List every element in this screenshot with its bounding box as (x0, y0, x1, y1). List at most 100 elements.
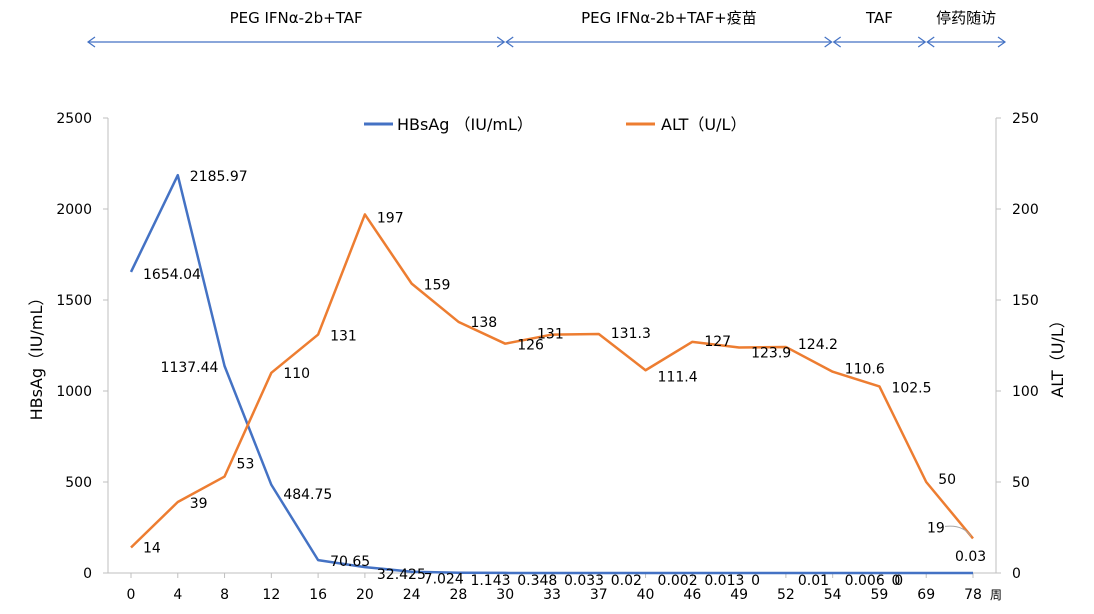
x-tick-label: 69 (917, 587, 935, 603)
phase-arrow (505, 36, 833, 48)
y-right-tick-label: 0 (1012, 566, 1021, 582)
x-tick-label: 33 (543, 587, 561, 603)
phase-label: 停药随访 (936, 9, 996, 27)
phase-arrow-head-left (832, 36, 842, 48)
data-label-alt: 127 (704, 334, 731, 350)
axes (103, 117, 1001, 578)
x-tick-label: 46 (683, 587, 701, 603)
phase-label: PEG IFNα-2b+TAF+疫苗 (581, 9, 757, 27)
phase-label: PEG IFNα-2b+TAF (230, 9, 363, 27)
x-tick-label: 78 (964, 587, 982, 603)
phase-arrow-head-left (86, 36, 96, 48)
data-label-hbsag: 1137.44 (161, 360, 219, 376)
data-label-alt: 53 (237, 457, 255, 473)
data-label-alt: 138 (470, 315, 497, 331)
data-label-alt: 110 (283, 366, 310, 382)
series (129, 173, 974, 575)
x-tick-label: 0 (127, 587, 136, 603)
data-label-hbsag: 0.348 (517, 573, 557, 589)
data-label-hbsag: 484.75 (283, 487, 332, 503)
data-label-hbsag: 0 (891, 573, 900, 589)
x-axis-unit-label: 周 (990, 588, 1002, 602)
x-tick-label: 8 (220, 587, 229, 603)
data-label-alt: 123.9 (751, 346, 791, 362)
y-axis-right-title: ALT（U/L） (1048, 312, 1067, 397)
data-label-alt: 19 (927, 520, 945, 536)
data-label-alt: 102.5 (891, 380, 931, 396)
phase-arrow (926, 36, 1007, 48)
data-label-hbsag: 1654.04 (143, 267, 201, 283)
x-tick-label: 28 (450, 587, 468, 603)
data-label-alt: 124.2 (798, 337, 838, 353)
phase-arrow-head-left (505, 36, 514, 48)
data-label-hbsag: 0 (751, 573, 760, 589)
x-tick-label: 16 (309, 587, 327, 603)
data-label-alt: 110.6 (845, 362, 885, 378)
phase-arrow-head-right (496, 36, 506, 48)
x-tick-label: 52 (777, 587, 795, 603)
y-left-tick-label: 1000 (56, 384, 92, 400)
data-label-alt: 126 (517, 338, 544, 354)
data-label-alt: 14 (143, 541, 161, 557)
data-label-alt: 197 (377, 210, 404, 226)
data-label-alt: 131 (537, 327, 564, 343)
x-tick-label: 12 (262, 587, 280, 603)
phase-timeline: PEG IFNα-2b+TAF PEG IFNα-2b+TAF+疫苗 TAF 停药随访 (86, 9, 1007, 48)
data-label-alt: 39 (190, 496, 208, 512)
data-label-hbsag: 0.033 (564, 573, 604, 589)
series-line-alt (130, 213, 974, 549)
phase-arrow (832, 36, 927, 48)
data-label-alt: 131.3 (611, 326, 651, 342)
phase-arrow (86, 36, 506, 48)
y-left-tick-label: 2500 (56, 111, 92, 127)
data-label-alt: 111.4 (658, 369, 698, 385)
data-label-alt: 131 (330, 329, 357, 345)
phase-label: TAF (865, 9, 893, 27)
x-tick-label: 49 (730, 587, 748, 603)
phase-arrow-head-right (997, 36, 1007, 48)
data-label-hbsag: 0.01 (798, 573, 829, 589)
y-right-tick-label: 100 (1012, 384, 1039, 400)
y-right-tick-label: 200 (1012, 202, 1039, 218)
x-tick-label: 20 (356, 587, 374, 603)
data-label-alt: 50 (938, 472, 956, 488)
data-label-hbsag: 0.03 (955, 549, 986, 565)
data-label-hbsag: 0.002 (658, 573, 698, 589)
data-label-hbsag: 7.024 (424, 572, 464, 588)
legend-label-hbsag: HBsAg （IU/mL） (397, 115, 533, 134)
y-right-tick-label: 150 (1012, 293, 1039, 309)
x-tick-label: 59 (871, 587, 889, 603)
y-right-tick-label: 50 (1012, 475, 1030, 491)
data-label-hbsag: 0 (894, 573, 903, 589)
data-label-hbsag: 70.65 (330, 554, 370, 570)
x-tick-label: 4 (173, 587, 182, 603)
y-axis-left-title: HBsAg（IU/mL） (27, 290, 46, 421)
data-label-leader-line (944, 525, 972, 537)
x-tick-label: 24 (403, 587, 421, 603)
y-left-tick-label: 1500 (56, 293, 92, 309)
x-tick-label: 30 (496, 587, 514, 603)
data-label-hbsag: 1.143 (470, 573, 510, 589)
data-label-hbsag: 0.006 (845, 573, 885, 589)
phase-arrow-head-right (824, 36, 833, 48)
x-tick-label: 54 (824, 587, 842, 603)
phase-arrow-head-right (917, 36, 927, 48)
x-tick-label: 40 (637, 587, 655, 603)
legend: HBsAg （IU/mL） ALT（U/L） (364, 115, 746, 134)
data-label-hbsag: 2185.97 (190, 169, 248, 185)
series-line-hbsag (129, 173, 974, 575)
y-right-tick-label: 250 (1012, 111, 1039, 127)
phase-arrow-head-left (926, 36, 935, 48)
y-left-tick-label: 2000 (56, 202, 92, 218)
y-left-tick-label: 500 (65, 475, 92, 491)
legend-label-alt: ALT（U/L） (661, 115, 746, 134)
x-tick-label: 37 (590, 587, 608, 603)
data-labels: 1654.04 2185.97 1137.44 484.75 70.65 32.4257.… (143, 169, 986, 589)
y-left-tick-label: 0 (83, 566, 92, 582)
data-label-hbsag: 0.02 (611, 573, 642, 589)
data-label-hbsag: 32.425 (377, 567, 426, 583)
data-label-hbsag: 0.013 (704, 573, 744, 589)
data-label-alt: 159 (424, 278, 451, 294)
